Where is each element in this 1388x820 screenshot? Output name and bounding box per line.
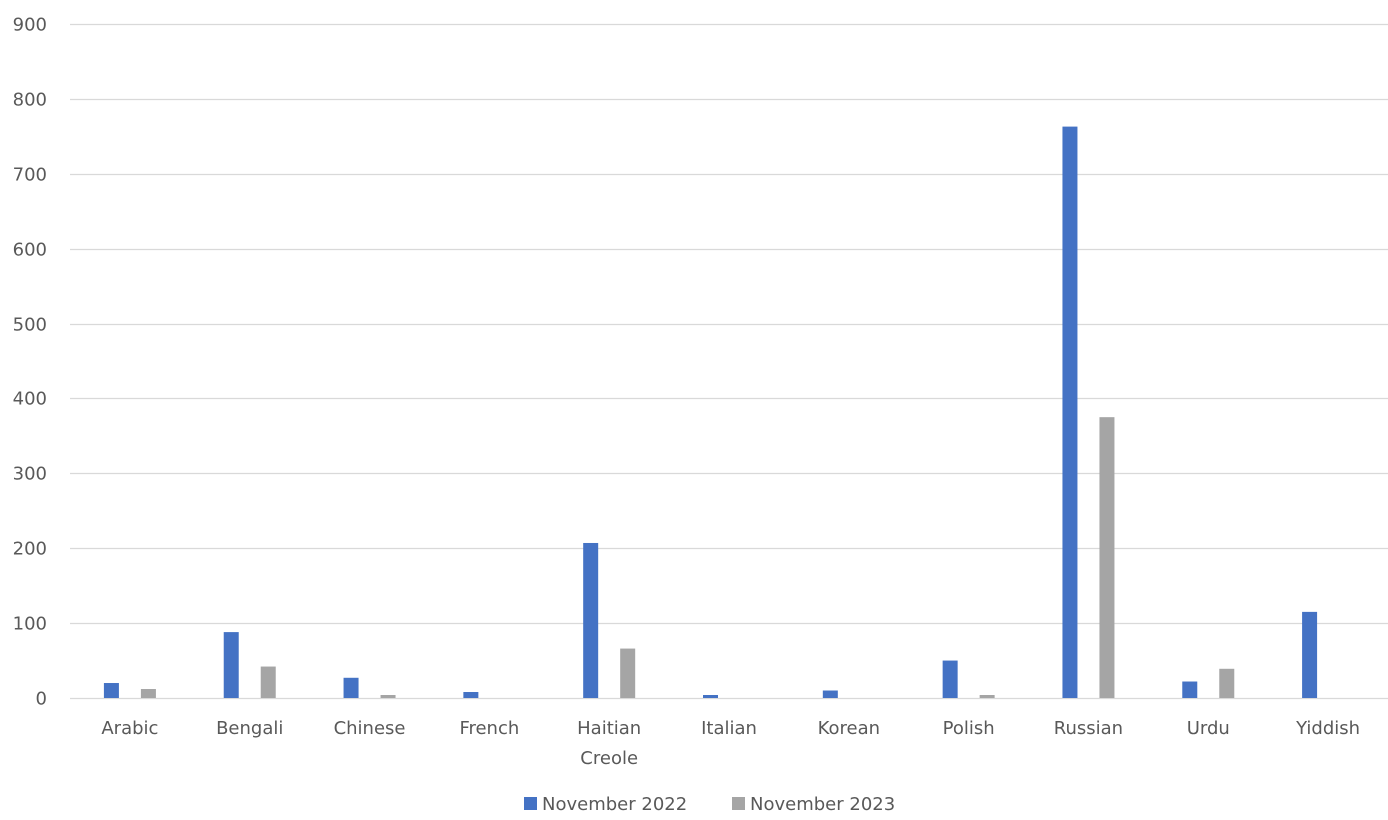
y-tick-label: 100 <box>13 614 47 635</box>
bar-november-2022 <box>463 692 479 698</box>
x-tick-label: Creole <box>580 748 638 769</box>
bar-november-2023 <box>380 695 396 698</box>
legend-swatch <box>524 797 537 810</box>
bar-november-2022 <box>942 660 958 698</box>
bar-november-2023 <box>979 695 995 698</box>
x-tick-label: Korean <box>818 718 880 739</box>
x-tick-label: Haitian <box>577 718 641 739</box>
y-tick-label: 700 <box>13 165 47 186</box>
legend-label: November 2023 <box>750 794 895 815</box>
y-tick-label: 400 <box>13 389 47 410</box>
bar-november-2022 <box>583 542 599 698</box>
bar-november-2022 <box>1302 611 1318 698</box>
bar-november-2022 <box>103 683 119 698</box>
y-tick-label: 200 <box>13 539 47 560</box>
x-tick-label: Polish <box>943 718 995 739</box>
bar-november-2023 <box>620 648 636 698</box>
y-tick-label: 300 <box>13 464 47 485</box>
x-tick-label: Italian <box>701 718 757 739</box>
y-tick-label: 900 <box>13 15 47 36</box>
bar-november-2023 <box>1099 417 1115 698</box>
bar-november-2022 <box>1182 681 1198 698</box>
bar-november-2023 <box>1219 668 1235 698</box>
x-tick-label: Russian <box>1054 718 1123 739</box>
y-tick-label: 0 <box>36 689 47 710</box>
x-tick-label: Urdu <box>1187 718 1230 739</box>
x-tick-label: Chinese <box>334 718 406 739</box>
x-tick-label: Bengali <box>216 718 283 739</box>
legend: November 2022 November 2023 <box>524 794 895 815</box>
x-tick-label: Arabic <box>101 718 158 739</box>
bar-november-2023 <box>140 689 156 698</box>
bar-november-2022 <box>1062 126 1078 699</box>
bar-november-2022 <box>343 677 359 698</box>
x-tick-label: Yiddish <box>1295 718 1360 739</box>
bar-november-2022 <box>703 695 718 698</box>
gridlines <box>70 23 1388 700</box>
bar-november-2023 <box>260 666 276 698</box>
bars <box>103 126 1318 699</box>
x-axis-tick-labels: Arabic Bengali Chinese French Haitian Creole I… <box>101 718 1360 769</box>
y-tick-label: 600 <box>13 240 47 261</box>
bar-november-2022 <box>223 632 239 698</box>
x-tick-label: French <box>459 718 519 739</box>
y-tick-label: 500 <box>13 315 47 336</box>
bar-november-2022 <box>822 690 838 698</box>
y-axis-tick-labels: 0 100 200 300 400 500 600 700 800 900 <box>13 15 47 710</box>
legend-label: November 2022 <box>542 794 687 815</box>
y-tick-label: 800 <box>13 90 47 111</box>
legend-swatch <box>732 797 745 810</box>
